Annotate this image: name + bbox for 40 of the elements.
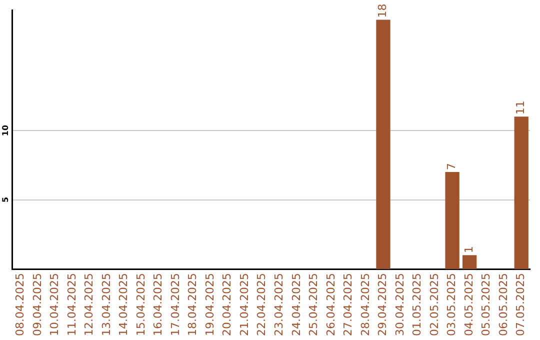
x-tick-label: 03.05.2025 xyxy=(445,273,458,336)
x-tick-label: 07.05.2025 xyxy=(514,273,528,336)
x-tick-label: 15.04.2025 xyxy=(134,273,148,336)
x-tick-label: 16.04.2025 xyxy=(152,273,165,336)
x-tick-label: 25.04.2025 xyxy=(307,273,320,336)
x-tick-label: 10.04.2025 xyxy=(48,273,62,336)
bar xyxy=(376,20,390,270)
bar xyxy=(514,116,528,270)
y-tick-label: 10 xyxy=(1,124,10,136)
x-tick-label: 05.05.2025 xyxy=(480,273,493,336)
x-tick-label: 23.04.2025 xyxy=(272,273,286,336)
x-tick-label: 17.04.2025 xyxy=(168,273,182,336)
x-tick-label: 08.04.2025 xyxy=(13,273,26,336)
x-tick-label: 04.05.2025 xyxy=(462,273,476,336)
x-tick-label: 09.04.2025 xyxy=(30,273,44,336)
x-tick-label: 27.04.2025 xyxy=(342,273,355,336)
x-tick-label: 14.04.2025 xyxy=(117,273,130,336)
x-tick-label: 13.04.2025 xyxy=(100,273,113,336)
data-label: 7 xyxy=(445,163,458,170)
x-tick-label: 12.04.2025 xyxy=(82,273,96,336)
x-tick-label: 21.04.2025 xyxy=(238,273,251,336)
data-label: 11 xyxy=(514,100,528,115)
x-tick-label: 11.04.2025 xyxy=(65,273,78,336)
x-tick-label: 19.04.2025 xyxy=(203,273,216,336)
bar xyxy=(462,255,477,270)
y-tick-label: 5 xyxy=(1,196,10,203)
x-tick-label: 28.04.2025 xyxy=(358,273,372,336)
x-tick-label: 02.05.2025 xyxy=(428,273,441,336)
x-tick-label: 20.04.2025 xyxy=(220,273,234,336)
x-tick-label: 24.04.2025 xyxy=(290,273,303,336)
x-tick-label: 22.04.2025 xyxy=(255,273,268,336)
x-tick-label: 26.04.2025 xyxy=(324,273,338,336)
data-label: 18 xyxy=(376,4,390,18)
x-tick-label: 29.04.2025 xyxy=(376,273,390,336)
bar xyxy=(445,172,460,270)
data-label: 1 xyxy=(462,246,476,254)
x-tick-label: 18.04.2025 xyxy=(186,273,200,336)
x-tick-label: 06.05.2025 xyxy=(496,273,510,336)
x-tick-label: 30.04.2025 xyxy=(393,273,406,336)
x-tick-label: 01.05.2025 xyxy=(410,273,424,336)
